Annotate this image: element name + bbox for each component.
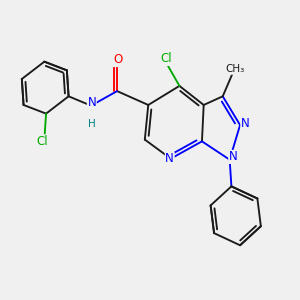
Text: N: N (165, 152, 174, 165)
Text: Cl: Cl (37, 135, 48, 148)
Text: H: H (88, 119, 96, 129)
Text: N: N (241, 117, 250, 130)
Text: CH₃: CH₃ (225, 64, 244, 74)
Text: Cl: Cl (160, 52, 172, 65)
Text: N: N (229, 150, 238, 164)
Text: O: O (113, 53, 122, 66)
Text: N: N (87, 96, 96, 109)
